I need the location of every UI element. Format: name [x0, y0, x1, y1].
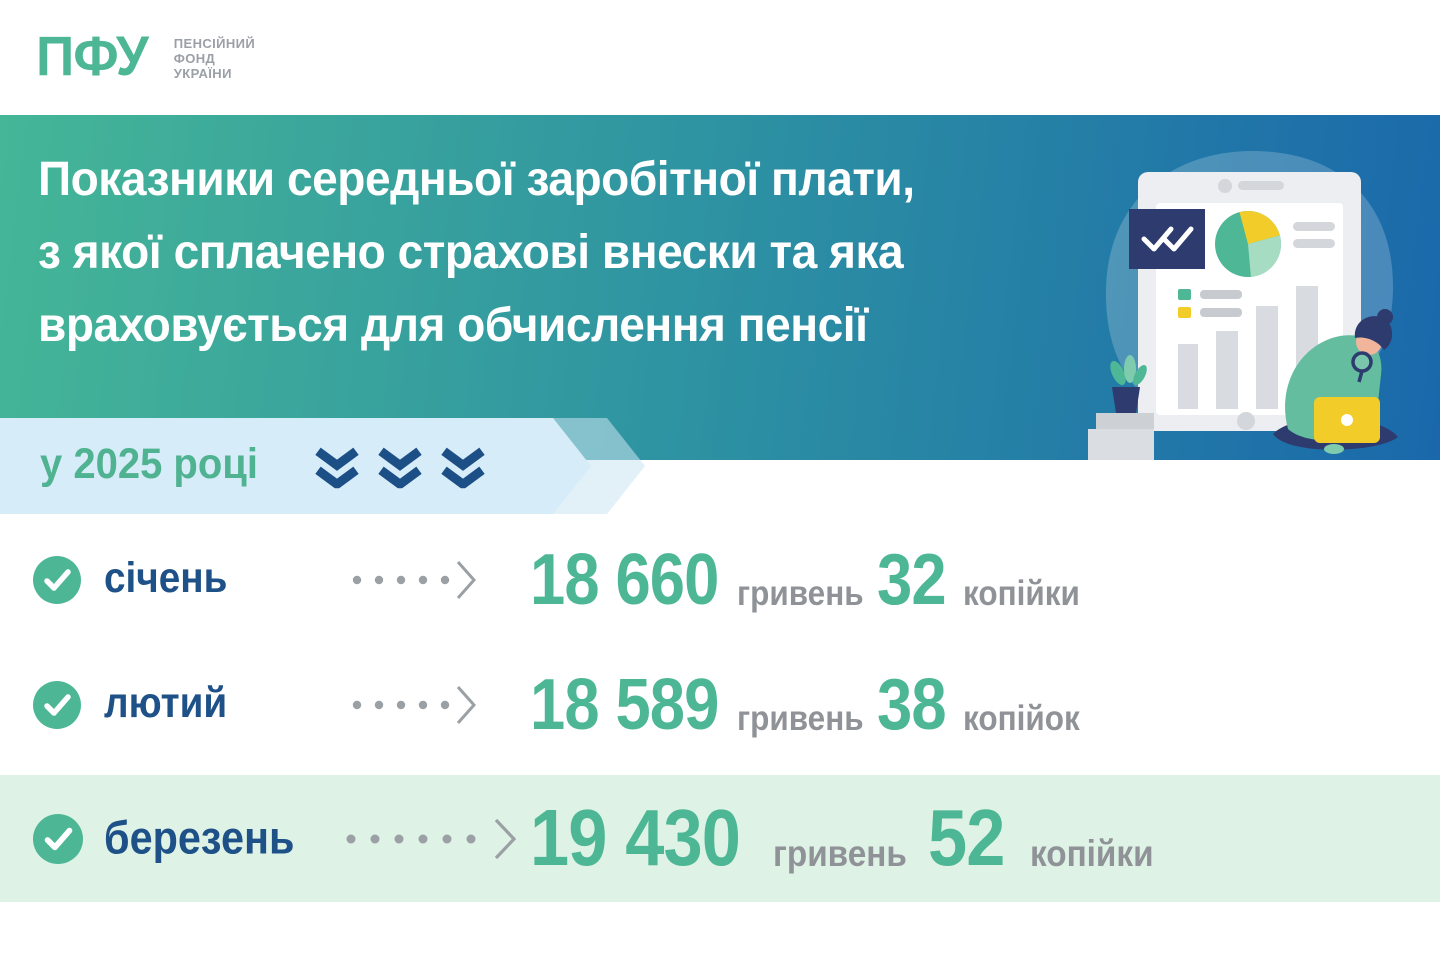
uah-amount: 18 660	[530, 540, 719, 620]
ribbon-chevrons	[312, 446, 488, 489]
check-circle-icon	[33, 556, 81, 604]
uah-unit: гривень	[773, 833, 907, 874]
legend-icon	[1178, 289, 1242, 318]
uah-amount: 19 430	[530, 793, 741, 882]
kopiyky-unit: копійок	[963, 699, 1080, 738]
month-row-january: січень 18 660 гривень 32 копійки	[0, 532, 1440, 628]
dotted-arrow-icon	[346, 818, 517, 859]
analytics-illustration	[1088, 151, 1398, 460]
uah-unit: гривень	[737, 699, 864, 738]
page-title-line: враховується для обчислення пенсії	[38, 299, 868, 352]
pfu-logo-orgname-line: УКРАЇНИ	[173, 66, 232, 81]
double-check-badge-icon	[1129, 209, 1205, 269]
uah-unit: гривень	[737, 574, 864, 613]
check-circle-icon	[33, 681, 81, 729]
month-label: лютий	[104, 679, 228, 728]
year-ribbon: у 2025 році	[0, 418, 700, 514]
plant-icon	[1088, 355, 1154, 460]
month-label: січень	[104, 554, 228, 603]
pfu-logo-orgname-line: ФОНД	[173, 51, 216, 66]
month-row-february: лютий 18 589 гривень 38 копійок	[0, 657, 1440, 753]
page-title: Показники середньої заробітної плати, з …	[38, 143, 951, 362]
check-circle-icon	[33, 813, 83, 864]
kopiyky-amount: 52	[928, 793, 1005, 882]
person-figure	[1273, 309, 1398, 454]
dotted-arrow-icon	[352, 561, 477, 599]
kopiyky-unit: копійки	[963, 574, 1080, 613]
ribbon-arrow	[0, 418, 591, 514]
month-row-march-highlighted: березень 19 430 гривень 52 копійки	[0, 775, 1440, 902]
kopiyky-amount: 32	[877, 540, 947, 620]
page-title-line: з якої сплачено страхові внески та яка	[38, 226, 904, 279]
dotted-arrow-icon	[352, 686, 477, 724]
page-title-line: Показники середньої заробітної плати,	[38, 153, 915, 206]
double-chevron-down-icon	[378, 447, 422, 489]
pfu-logo: ПФУ ПЕНСІЙНИЙ ФОНД УКРАЇНИ	[36, 28, 255, 84]
year-label: у 2025 році	[40, 440, 258, 489]
kopiyky-unit: копійки	[1030, 833, 1154, 874]
kopiyky-amount: 38	[877, 665, 947, 745]
uah-amount: 18 589	[530, 665, 719, 745]
month-label: березень	[104, 810, 295, 863]
pie-chart-icon	[1215, 210, 1282, 277]
pfu-logo-orgname: ПЕНСІЙНИЙ ФОНД УКРАЇНИ	[174, 36, 255, 84]
pfu-logo-orgname-line: ПЕНСІЙНИЙ	[173, 36, 256, 51]
header-banner: Показники середньої заробітної плати, з …	[0, 115, 1440, 460]
double-chevron-down-icon	[441, 447, 485, 489]
pfu-logo-abbr: ПФУ	[36, 24, 149, 87]
double-chevron-down-icon	[315, 447, 359, 489]
